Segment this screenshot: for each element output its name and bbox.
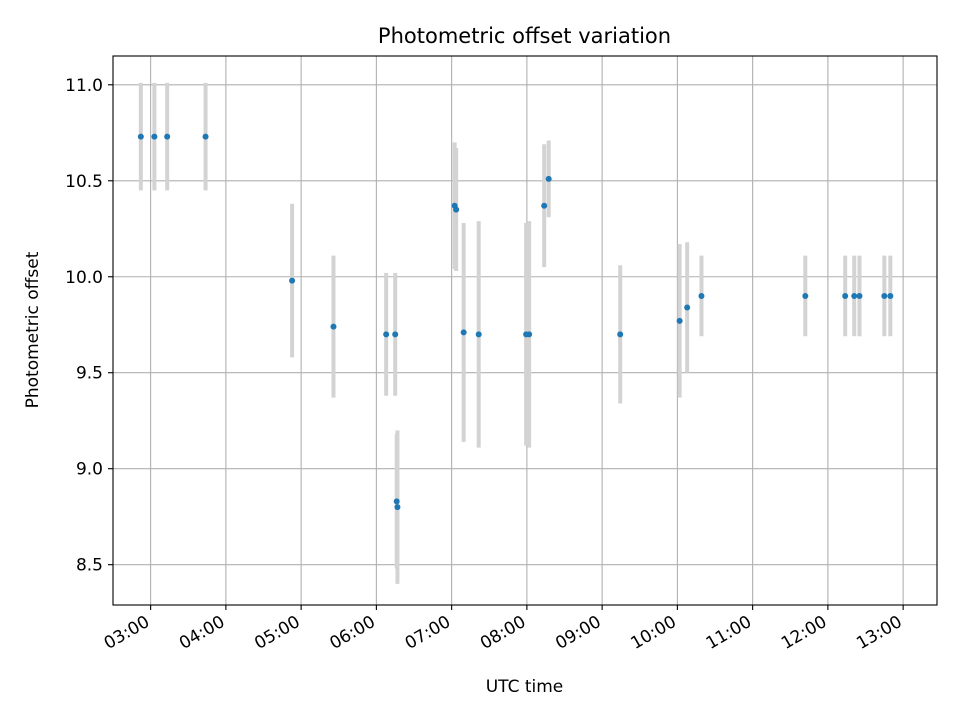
y-axis: 8.5 9.0 9.5 10.0 10.5 11.0	[65, 76, 113, 576]
data-point	[137, 133, 144, 140]
y-tick-label: 10.0	[65, 268, 103, 288]
data-point	[460, 329, 467, 336]
data-point	[330, 323, 337, 330]
data-point	[289, 277, 296, 284]
data-point	[202, 133, 209, 140]
y-tick-label: 11.0	[65, 76, 103, 96]
data-point	[842, 292, 849, 299]
data-point	[684, 304, 691, 311]
data-point	[394, 504, 401, 511]
y-tick-label: 9.5	[76, 364, 103, 384]
data-point	[802, 292, 809, 299]
data-points	[137, 133, 894, 511]
data-point	[851, 292, 858, 299]
data-point	[881, 292, 888, 299]
x-axis: 03:00 04:00 05:00 06:00 07:00 08:00 09:00 10:00…	[101, 605, 906, 654]
y-tick-label: 8.5	[76, 556, 103, 576]
data-point	[383, 331, 390, 338]
data-point	[545, 175, 552, 182]
data-point	[617, 331, 624, 338]
y-axis-label: Photometric offset	[23, 251, 43, 408]
data-point	[887, 292, 894, 299]
data-point	[393, 498, 400, 505]
data-point	[164, 133, 171, 140]
x-axis-label: UTC time	[486, 677, 564, 697]
data-point	[676, 317, 683, 324]
y-tick-label: 9.0	[76, 460, 103, 480]
data-point	[151, 133, 158, 140]
y-tick-label: 10.5	[65, 172, 103, 192]
data-point	[541, 202, 548, 209]
data-point	[453, 206, 460, 213]
chart-title: Photometric offset variation	[378, 24, 671, 48]
data-point	[475, 331, 482, 338]
data-point	[526, 331, 533, 338]
data-point	[698, 292, 705, 299]
data-point	[392, 331, 399, 338]
plot-frame	[112, 55, 938, 606]
data-point	[856, 292, 863, 299]
